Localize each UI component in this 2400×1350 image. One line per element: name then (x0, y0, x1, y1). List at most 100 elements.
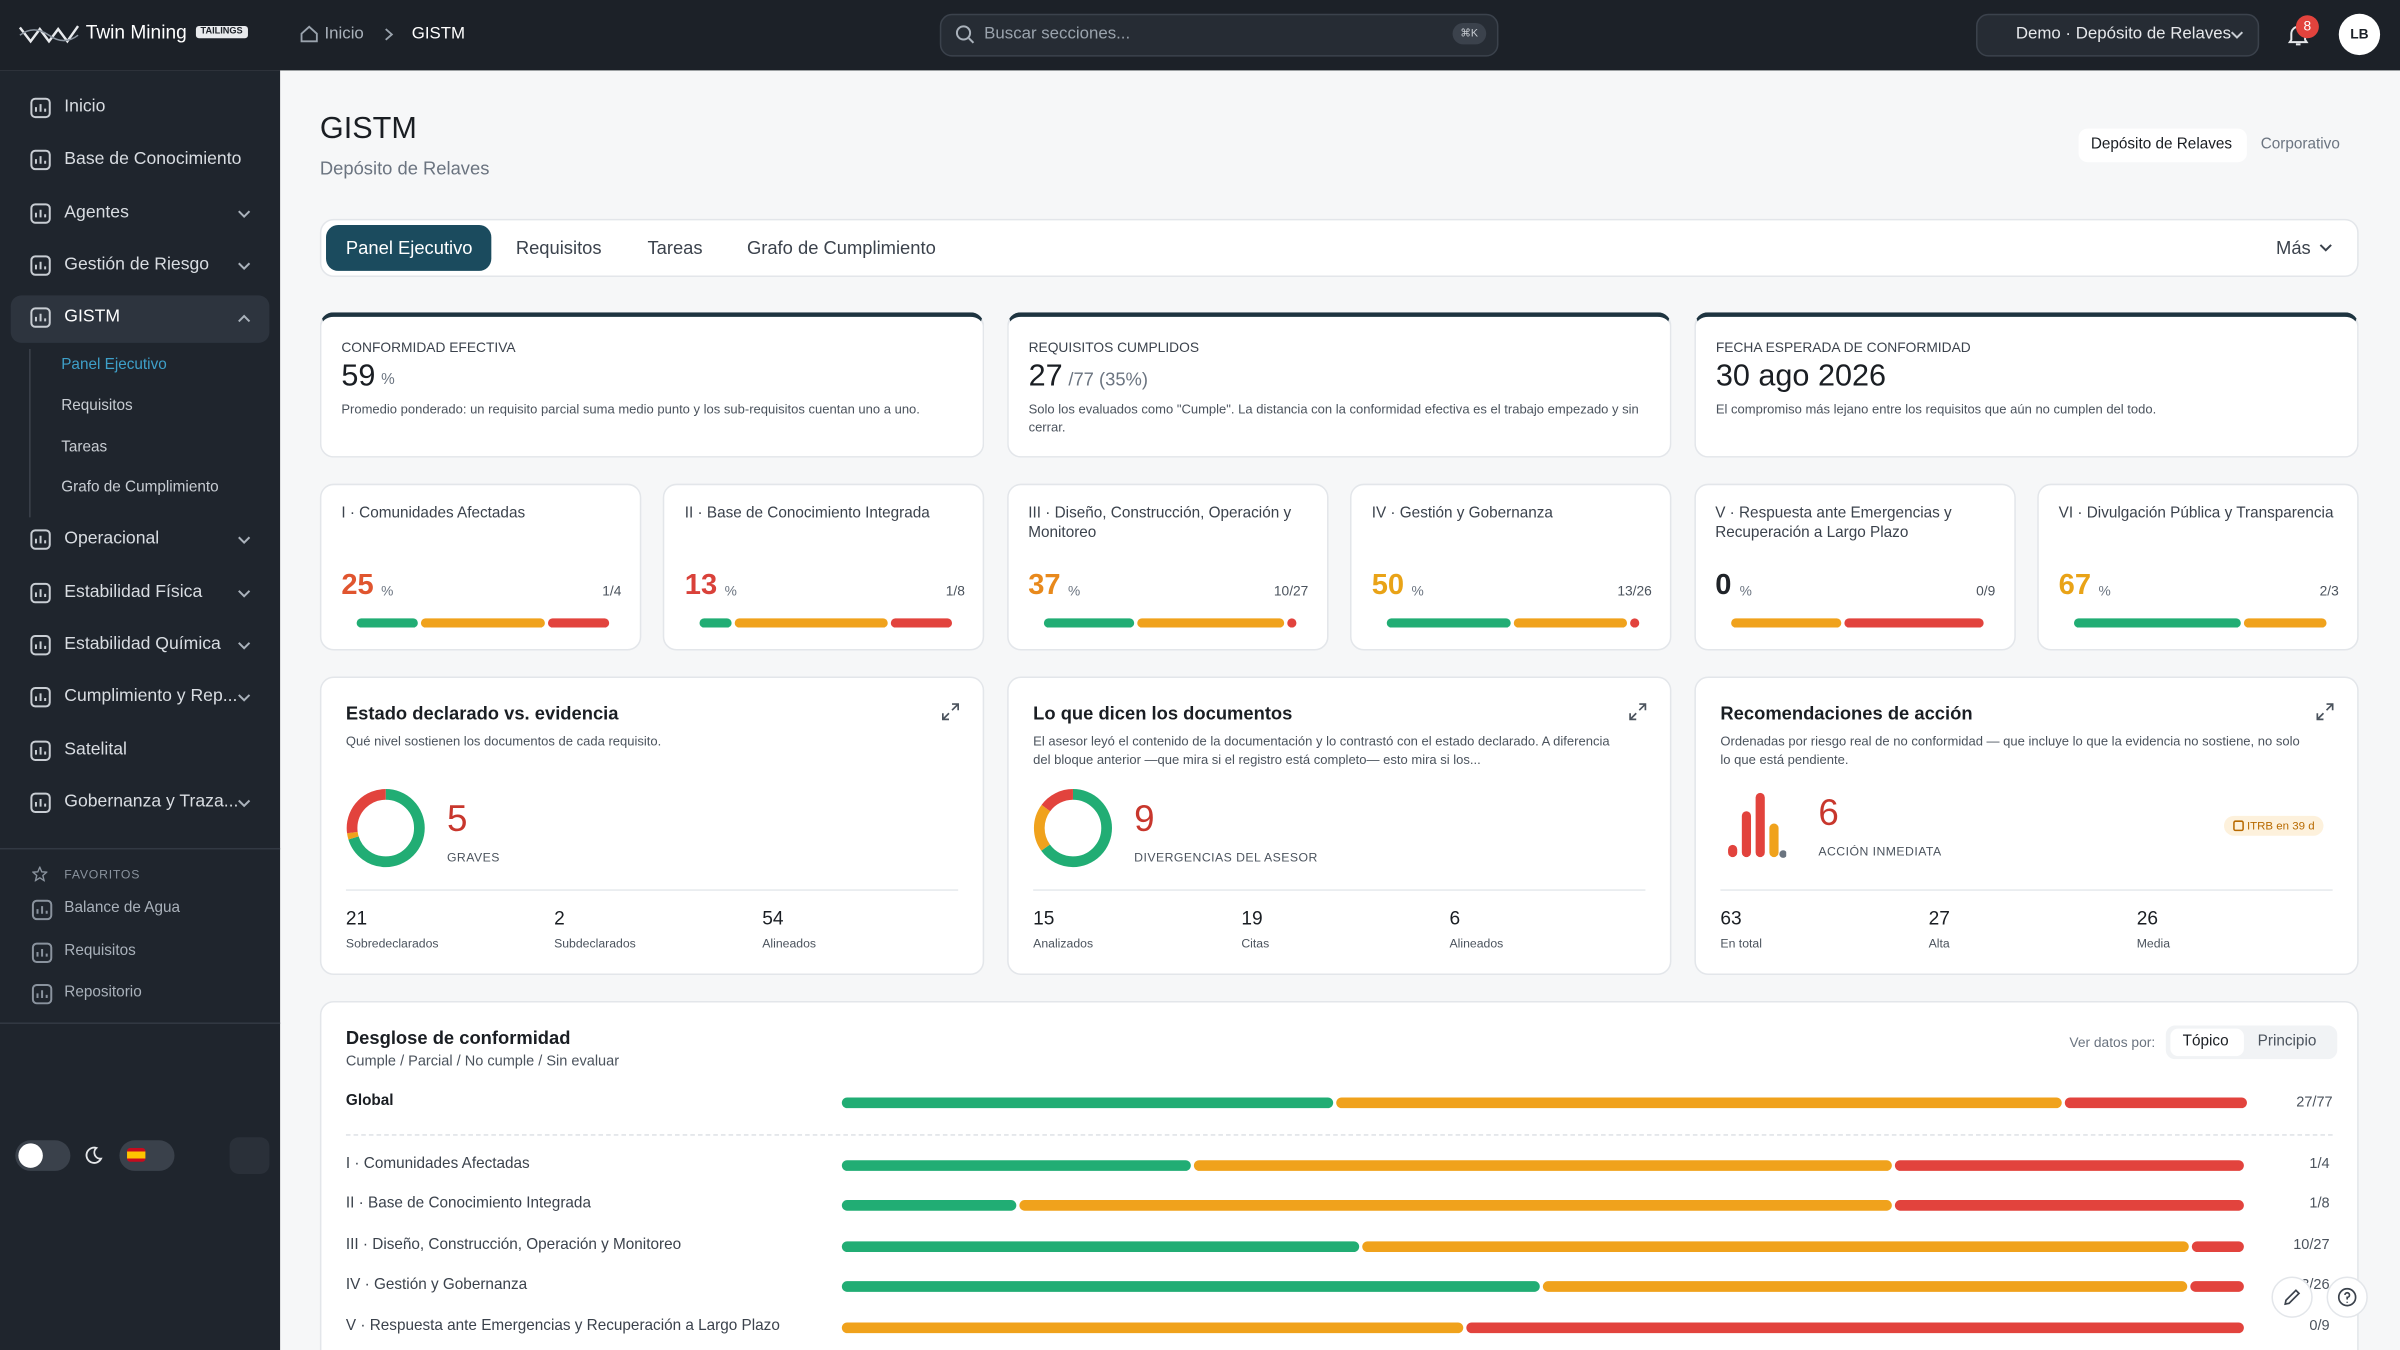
breadcrumb-item[interactable]: Inicio (324, 24, 364, 43)
topic-name: V · Respuesta ante Emergencias y Recuper… (1715, 505, 1952, 542)
subnav-item[interactable]: Tareas (61, 438, 108, 456)
topic-percent: 25 (341, 569, 374, 602)
chevron (238, 799, 251, 807)
star (32, 866, 48, 882)
nav-item[interactable]: Estabilidad Química (64, 635, 221, 654)
subnav-item[interactable]: Grafo de Cumplimiento (61, 479, 219, 497)
view-option[interactable]: Principio (2257, 1033, 2317, 1050)
nav-item[interactable]: Agentes (64, 202, 129, 222)
nav-active-bg (10, 295, 270, 344)
subnav-item[interactable]: Requisitos (61, 397, 133, 415)
nav-item[interactable]: Gobernanza y Traza... (64, 792, 239, 811)
favorite-item[interactable]: Balance de Agua (64, 899, 181, 917)
icon-shape (34, 209, 47, 217)
nav-item[interactable]: Satelital (64, 740, 127, 759)
donut-segment (1033, 789, 1112, 868)
search-placeholder: Buscar secciones... (984, 24, 1131, 43)
bar-segment (700, 618, 731, 628)
breakdown-divider (345, 1134, 2333, 1136)
expand-icon (942, 703, 960, 721)
edit-button[interactable] (2271, 1276, 2313, 1318)
stat-value: 2 (554, 907, 565, 930)
tab-bar (319, 218, 2359, 278)
nav-item[interactable]: Operacional (64, 530, 160, 549)
icon-shape (30, 687, 51, 708)
sidebar-divider (0, 847, 281, 850)
priority-bar (1755, 792, 1765, 858)
moon-icon[interactable] (84, 1146, 103, 1164)
chevron (238, 694, 251, 702)
user-avatar[interactable]: LB (2338, 13, 2381, 56)
icon-shape (30, 739, 51, 761)
panel-headline: 5 (446, 798, 468, 841)
bar-segment (841, 1281, 1540, 1293)
kpi-label: CONFORMIDAD EFECTIVA (341, 339, 516, 356)
kpi-card (1694, 312, 2359, 458)
tab[interactable]: Requisitos (515, 237, 602, 259)
bar-segment (841, 1241, 1359, 1252)
chevron (238, 589, 251, 597)
icon-shape (34, 693, 47, 702)
search-box[interactable] (939, 13, 1499, 57)
pencil (2284, 1289, 2301, 1306)
bar-segment (1043, 618, 1135, 628)
site-selector[interactable]: Demo · Depósito de Relaves (2015, 24, 2232, 43)
favorite-item[interactable]: Repositorio (64, 984, 142, 1002)
icon-shape (34, 746, 47, 754)
tab[interactable]: Panel Ejecutivo (345, 237, 473, 259)
icon-shape (30, 150, 51, 171)
icon-shape (34, 536, 47, 544)
icon-shape (30, 307, 51, 329)
icon-shape (34, 798, 47, 807)
nav-item[interactable]: Estabilidad Física (64, 582, 203, 601)
chevron-path (238, 314, 251, 323)
panel-divider (1033, 889, 1646, 891)
nav-item[interactable]: Cumplimiento y Rep... (64, 687, 238, 706)
progress-bar (841, 1281, 2244, 1293)
scope-option[interactable]: Corporativo (2260, 136, 2340, 154)
topic-percent-unit: % (381, 583, 394, 599)
nav-item[interactable]: Base de Conocimiento (64, 150, 242, 169)
site-selector-box[interactable] (1976, 13, 2260, 57)
icon-shape (34, 261, 47, 270)
breakdown-row-count: 10/27 (2293, 1236, 2330, 1254)
tab[interactable]: Tareas (647, 237, 703, 259)
favorite-item[interactable]: Requisitos (64, 942, 136, 959)
nav-item[interactable]: Inicio (64, 97, 106, 117)
bar-segment (2190, 1281, 2244, 1293)
nav-icon (30, 634, 51, 656)
bar-segment (421, 618, 545, 628)
chevron (238, 536, 251, 545)
chevron-path (238, 262, 251, 270)
progress-bar (841, 1160, 2244, 1171)
kpi-note: Promedio ponderado: un requisito parcial… (341, 401, 920, 417)
topic-percent-unit: % (1411, 583, 1424, 599)
expand-icon (2316, 703, 2334, 721)
nav-item[interactable]: Gestión de Riesgo (64, 255, 210, 274)
scope-option[interactable]: Depósito de Relaves (2090, 136, 2233, 154)
nav-icon (31, 983, 53, 1005)
progress-bar (700, 618, 953, 628)
bar-segment (1193, 1160, 1892, 1171)
bar-segment (1361, 1241, 2190, 1252)
icon-shape (30, 97, 51, 119)
topic-count: 1/8 (945, 583, 965, 599)
tab[interactable]: Grafo de Cumplimiento (746, 237, 936, 259)
subnav-item[interactable]: Panel Ejecutivo (61, 356, 167, 374)
help-icon (2337, 1287, 2357, 1307)
page-subtitle: Depósito de Relaves (319, 157, 490, 180)
panel-divider (345, 889, 959, 891)
tab-more[interactable]: Más (2276, 237, 2311, 259)
global-count: 27/77 (2296, 1094, 2333, 1112)
topic-name: I · Comunidades Afectadas (341, 505, 526, 522)
kpi-unit: /77 (35%) (1068, 368, 1149, 391)
collapse-button[interactable] (229, 1137, 270, 1174)
panel-description: Ordenadas por riesgo real de no conformi… (1720, 733, 2300, 767)
bar-segment (2192, 1241, 2244, 1252)
view-option[interactable]: Tópico (2182, 1033, 2229, 1050)
chevron-path (2230, 31, 2244, 39)
theme-toggle-knob (18, 1143, 43, 1168)
panel-headline: 9 (1134, 798, 1155, 841)
nav-item[interactable]: GISTM (64, 307, 121, 327)
bar-segment (1466, 1321, 2244, 1333)
